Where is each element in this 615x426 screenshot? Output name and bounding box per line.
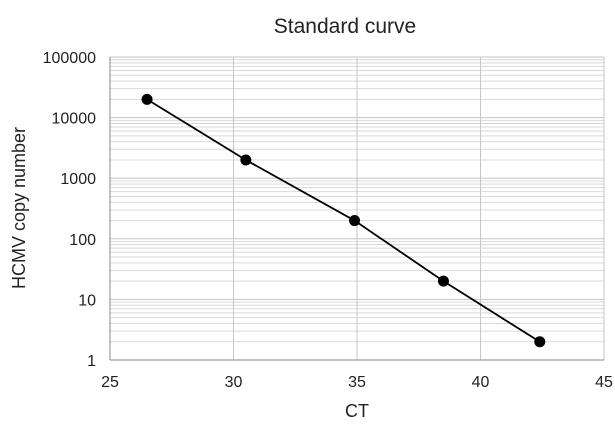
y-tick-label: 10: [78, 292, 96, 309]
data-point: [437, 275, 449, 287]
x-tick-label: 40: [472, 374, 490, 391]
data-series: [141, 93, 546, 348]
data-point: [240, 154, 252, 166]
data-point: [534, 336, 546, 348]
y-tick-label: 1: [87, 353, 96, 370]
x-tick-label: 45: [595, 374, 613, 391]
y-axis-label: HCMV copy number: [9, 127, 29, 289]
data-point: [349, 215, 361, 227]
y-tick-label: 100000: [43, 50, 96, 67]
y-tick-label: 100: [69, 232, 96, 249]
y-tick-label: 1000: [60, 171, 96, 188]
axes: [109, 57, 604, 361]
data-point: [141, 93, 153, 105]
x-tick-label: 35: [348, 374, 366, 391]
grid-lines: [109, 56, 605, 361]
x-tick-label: 25: [101, 374, 119, 391]
tick-labels: 25 30 35 40 45 1 10 100 1000 10000 100000: [43, 50, 613, 391]
chart-title: Standard curve: [274, 15, 416, 38]
x-tick-label: 30: [225, 374, 243, 391]
x-axis-label: CT: [345, 401, 369, 421]
y-tick-label: 10000: [52, 111, 97, 128]
